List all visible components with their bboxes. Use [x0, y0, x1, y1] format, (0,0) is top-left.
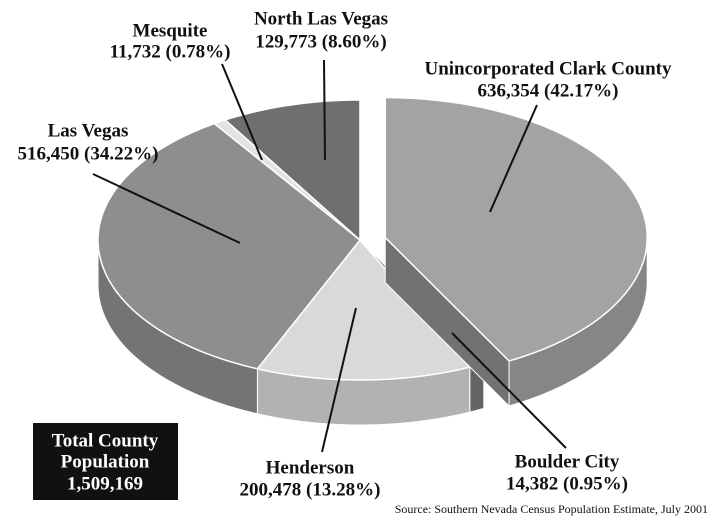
value-label: 129,773 (8.60%)	[255, 31, 386, 52]
total-label: Population	[61, 451, 150, 472]
total-label: Total County	[52, 430, 159, 451]
slice-label: Boulder City	[515, 451, 620, 472]
pie	[97, 96, 648, 426]
leader-line	[221, 63, 263, 161]
leader-line	[321, 307, 357, 453]
total-box	[33, 423, 178, 500]
value-label: 200,478 (13.28%)	[240, 479, 381, 500]
slice	[384, 96, 648, 362]
slice-label: Henderson	[266, 457, 355, 478]
slice-label: Las Vegas	[48, 120, 129, 141]
slice-label: North Las Vegas	[254, 8, 388, 29]
slice	[223, 99, 361, 242]
value-label: 516,450 (34.22%)	[18, 143, 159, 164]
value-label: 11,732 (0.78%)	[110, 41, 231, 62]
slice-label: Unincorporated Clark County	[424, 58, 672, 79]
slice	[97, 122, 362, 370]
slice-label: Mesquite	[133, 20, 208, 41]
leader-line	[92, 173, 241, 244]
leader-line	[451, 332, 567, 449]
value-label: 14,382 (0.95%)	[506, 473, 628, 494]
value-label: 636,354 (42.17%)	[478, 80, 619, 101]
total-value: 1,509,169	[67, 473, 143, 494]
leader-line	[489, 104, 538, 213]
source: Source: Southern Nevada Census Populatio…	[395, 502, 708, 516]
slice	[256, 238, 472, 381]
leader-line	[323, 59, 326, 161]
